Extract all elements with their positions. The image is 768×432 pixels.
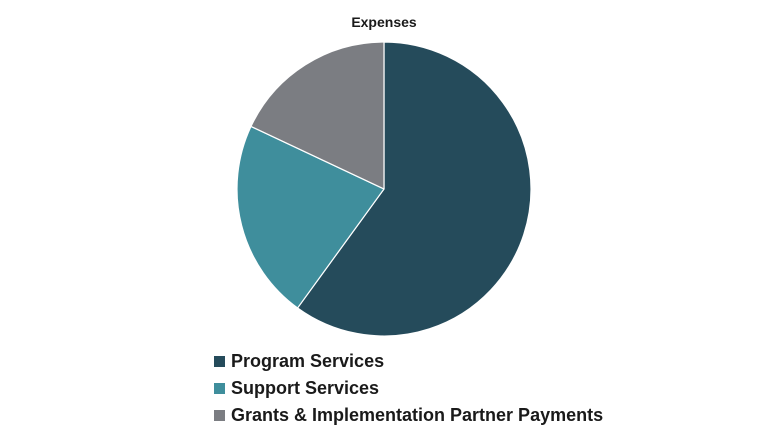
- legend-label-grants: Grants & Implementation Partner Payments: [231, 405, 604, 425]
- legend-label-program-services: Program Services: [231, 351, 385, 371]
- legend: Program Services Support Services Grants…: [214, 348, 603, 429]
- legend-swatch-grants: [214, 410, 225, 421]
- legend-item-support-services: Support Services: [214, 375, 603, 402]
- legend-swatch-program-services: [214, 356, 225, 367]
- legend-swatch-support-services: [214, 383, 225, 394]
- legend-label-support-services: Support Services: [231, 378, 380, 398]
- pie-slice-grants-implementation-partner-payments: [250, 41, 385, 190]
- legend-item-program-services: Program Services: [214, 348, 603, 375]
- chart-title: Expenses: [351, 14, 417, 30]
- legend-item-grants: Grants & Implementation Partner Payments: [214, 402, 603, 429]
- pie-slice-program-services: [296, 41, 532, 337]
